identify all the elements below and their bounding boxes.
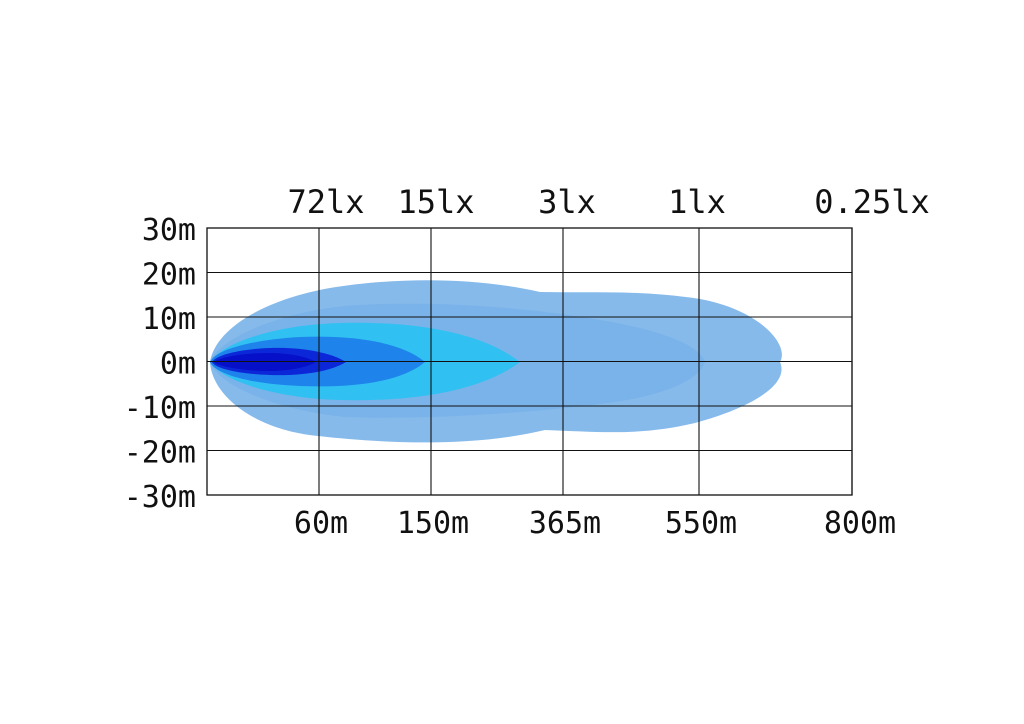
lux-label: 0.25lx <box>814 183 930 221</box>
x-tick-label: 365m <box>529 506 601 541</box>
lux-label: 1lx <box>668 183 726 221</box>
lux-label: 3lx <box>538 183 596 221</box>
y-tick-label: -10m <box>124 391 196 426</box>
y-tick-label: -30m <box>124 480 196 515</box>
x-tick-label: 550m <box>665 506 737 541</box>
x-tick-label: 800m <box>824 506 896 541</box>
lux-label: 15lx <box>397 183 474 221</box>
y-tick-label: 10m <box>142 302 196 337</box>
axis-labels: 30m 20m 10m 0m -10m -20m -30m 60m 150m 365m 550m 80… <box>124 183 930 541</box>
y-tick-label: 30m <box>142 213 196 248</box>
chart-grid <box>207 227 853 496</box>
plot-frame <box>206 227 853 496</box>
lux-label: 72lx <box>287 183 364 221</box>
x-tick-label: 150m <box>397 506 469 541</box>
y-tick-label: 20m <box>142 258 196 293</box>
x-tick-label: 60m <box>294 506 348 541</box>
y-tick-label: 0m <box>160 347 196 382</box>
y-tick-label: -20m <box>124 436 196 471</box>
